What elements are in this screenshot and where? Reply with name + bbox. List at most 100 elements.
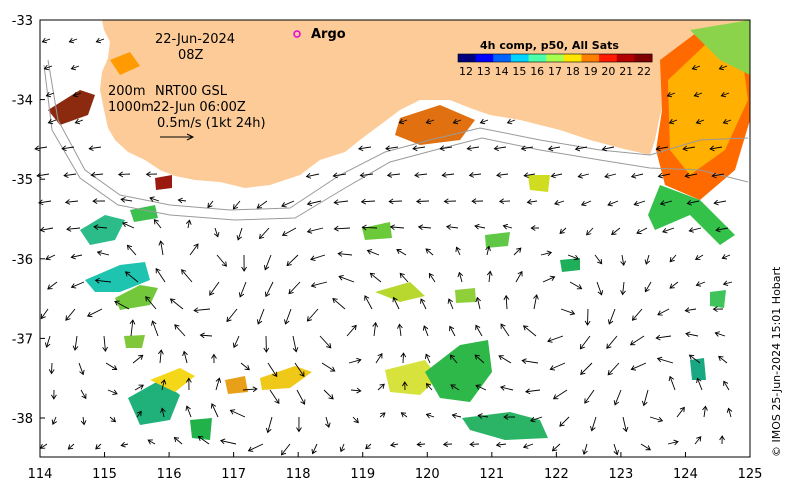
x-tick-label: 117 bbox=[221, 467, 246, 482]
current-arrow bbox=[158, 240, 165, 256]
current-arrow bbox=[496, 172, 509, 178]
current-arrow bbox=[694, 436, 702, 445]
sst-patch bbox=[690, 358, 706, 380]
colorbar-swatch bbox=[599, 54, 618, 62]
sst-patch bbox=[395, 105, 475, 145]
sst-patch bbox=[362, 222, 392, 240]
current-arrow bbox=[95, 443, 102, 450]
current-arrow bbox=[606, 335, 618, 349]
map-frame bbox=[39, 19, 751, 458]
sst-patch bbox=[115, 285, 158, 310]
current-arrow bbox=[364, 295, 373, 310]
current-arrow bbox=[713, 199, 727, 206]
current-arrow bbox=[207, 200, 214, 209]
colorbar-swatch bbox=[510, 54, 530, 62]
current-arrow bbox=[607, 362, 620, 376]
current-arrow bbox=[669, 254, 677, 263]
current-arrow bbox=[630, 173, 644, 179]
current-arrow bbox=[475, 324, 483, 337]
current-arrow bbox=[469, 441, 480, 448]
current-arrow bbox=[38, 199, 52, 206]
current-arrow bbox=[359, 172, 374, 178]
current-arrow bbox=[107, 389, 118, 395]
credit-text: © IMOS 25-Jun-2024 15:01 Hobart bbox=[770, 266, 783, 457]
current-arrow bbox=[306, 308, 319, 322]
current-arrow bbox=[604, 173, 617, 179]
current-arrow bbox=[70, 281, 85, 289]
current-arrow bbox=[388, 198, 403, 205]
isobath-200m-line bbox=[47, 59, 749, 211]
current-arrow bbox=[622, 416, 629, 433]
current-arrow bbox=[688, 227, 702, 233]
current-arrow bbox=[181, 269, 193, 283]
current-arrow bbox=[500, 323, 510, 337]
sst-patch bbox=[690, 20, 750, 75]
current-arrow bbox=[102, 335, 108, 352]
current-arrow bbox=[522, 443, 534, 449]
current-arrow bbox=[428, 272, 436, 283]
current-arrow bbox=[158, 349, 164, 364]
current-arrow bbox=[607, 308, 616, 325]
colorbar-tick-label: 15 bbox=[512, 65, 526, 78]
sst-patch bbox=[648, 185, 735, 245]
current-arrow bbox=[182, 350, 188, 364]
current-arrow bbox=[321, 362, 336, 372]
scale-arrow bbox=[160, 133, 195, 141]
sst-patch bbox=[528, 175, 550, 192]
current-arrow bbox=[256, 308, 265, 325]
current-arrow bbox=[720, 91, 730, 98]
current-arrow bbox=[120, 441, 129, 448]
current-arrow bbox=[425, 412, 435, 419]
current-arrow bbox=[109, 416, 117, 423]
current-arrow bbox=[189, 243, 199, 256]
current-arrow bbox=[577, 172, 590, 179]
current-arrow bbox=[120, 197, 133, 203]
current-arrow bbox=[530, 225, 540, 231]
current-arrow bbox=[525, 388, 541, 395]
sst-patches bbox=[48, 20, 750, 440]
current-arrow bbox=[240, 362, 250, 371]
current-arrow bbox=[636, 227, 648, 235]
current-arrow bbox=[425, 353, 431, 364]
current-arrow bbox=[451, 413, 462, 419]
current-arrow bbox=[475, 384, 487, 391]
current-arrow bbox=[644, 254, 651, 265]
current-arrow bbox=[685, 331, 699, 338]
current-arrow bbox=[498, 198, 511, 205]
current-arrow bbox=[682, 145, 696, 152]
current-arrow bbox=[319, 335, 332, 349]
current-arrow bbox=[134, 384, 144, 391]
current-arrow bbox=[607, 200, 619, 207]
current-arrow bbox=[185, 405, 192, 418]
x-tick-label: 115 bbox=[92, 467, 117, 482]
current-arrow bbox=[584, 308, 591, 326]
current-arrow bbox=[306, 227, 324, 234]
current-arrow bbox=[311, 443, 318, 455]
current-arrow bbox=[439, 145, 453, 152]
current-arrow bbox=[425, 383, 433, 391]
x-tick-label: 120 bbox=[415, 467, 440, 482]
x-tick-label: 122 bbox=[544, 467, 569, 482]
current-arrow bbox=[232, 200, 241, 210]
sst-patch bbox=[710, 290, 726, 308]
colorbar-ticks: 12 13 14 15 16 17 18 19 20 21 22 bbox=[459, 65, 651, 78]
current-arrow bbox=[723, 380, 730, 391]
current-arrow bbox=[425, 118, 435, 125]
current-arrow bbox=[420, 298, 427, 310]
current-arrow bbox=[503, 294, 510, 310]
current-arrow bbox=[105, 362, 118, 371]
y-tick-label: -37 bbox=[12, 332, 33, 347]
current-arrow bbox=[96, 250, 110, 256]
argo-marker bbox=[293, 30, 301, 38]
current-arrow bbox=[67, 443, 75, 450]
current-arrow bbox=[136, 410, 142, 418]
current-arrow bbox=[569, 281, 583, 290]
current-arrow bbox=[559, 227, 567, 234]
x-tick-label: 121 bbox=[479, 467, 504, 482]
current-arrow bbox=[579, 335, 591, 350]
current-arrow bbox=[686, 199, 700, 206]
current-arrow bbox=[718, 64, 728, 71]
current-arrow bbox=[400, 412, 408, 418]
current-arrow bbox=[145, 171, 158, 178]
y-tick-label: -36 bbox=[12, 253, 33, 268]
